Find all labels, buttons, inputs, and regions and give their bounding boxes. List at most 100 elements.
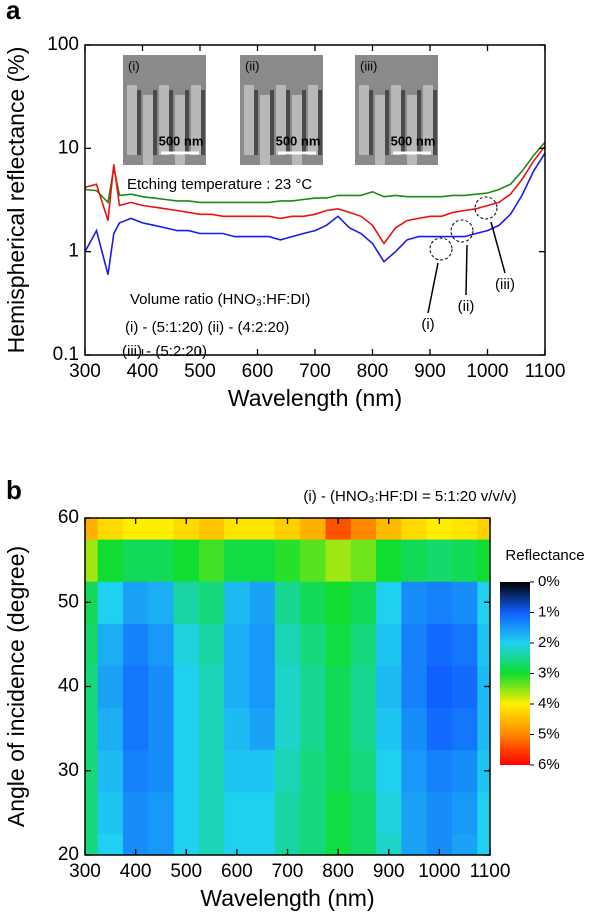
heat-cell (376, 539, 402, 582)
heat-cell (224, 623, 251, 666)
heat-cell (249, 749, 276, 793)
colorbar-label: 3% (538, 664, 560, 681)
inset-label: (ii) (245, 58, 259, 73)
x-tick-label: 300 (69, 361, 101, 382)
heat-cell (249, 833, 276, 855)
heat-cell (376, 665, 402, 709)
highlight-circle (429, 237, 453, 261)
highlight-circle (450, 219, 474, 243)
inset-pillar (359, 85, 369, 155)
x-axis-label: Wavelength (nm) (228, 385, 402, 411)
heat-cell (300, 581, 326, 624)
colorbar-label: 1% (538, 603, 560, 620)
inset-pillar (276, 85, 286, 155)
heat-cell (401, 665, 428, 709)
heat-cell (401, 539, 428, 582)
heat-cell (249, 791, 276, 835)
heat-cell (452, 791, 478, 835)
arrow (490, 221, 506, 274)
heat-cell (350, 623, 377, 666)
colorbar-label: 5% (538, 725, 560, 742)
colorbar-label: 4% (538, 695, 560, 712)
heat-cell (401, 623, 428, 666)
heat-cell (148, 623, 175, 666)
plot-frame (84, 44, 546, 356)
heat-cell (401, 581, 428, 624)
heat-cell (148, 581, 175, 624)
heat-cell (426, 665, 453, 709)
heat-cell (376, 833, 402, 855)
inset-shadow (153, 90, 157, 155)
heat-cell (249, 518, 276, 540)
heat-cell (376, 581, 402, 624)
inset-pillar (175, 95, 185, 165)
heat-cell (274, 539, 301, 582)
inset-pillar (423, 85, 433, 155)
heat-cell (173, 749, 200, 793)
heat-cell (85, 665, 99, 709)
y-axis-label: Angle of incidence (degree) (3, 546, 29, 827)
series-label: (iii) (495, 276, 515, 293)
heat-cell (274, 749, 301, 793)
heat-cell (122, 707, 149, 751)
heat-cell (198, 707, 225, 751)
heat-cell (452, 749, 478, 793)
heat-cell (426, 518, 453, 540)
heat-cell (325, 707, 352, 751)
inset-shadow (302, 90, 306, 155)
heat-cell (97, 833, 124, 855)
heat-cell (274, 707, 301, 751)
colorbar (500, 582, 530, 765)
heat-cell (477, 518, 490, 540)
inset-pillar (143, 95, 153, 165)
x-tick-label: 800 (322, 861, 354, 882)
inset-shadow (286, 90, 290, 155)
x-tick-label: 900 (373, 861, 405, 882)
heat-cell (148, 707, 175, 751)
heat-cell (198, 623, 225, 666)
heat-cell (300, 749, 326, 793)
heat-cell (224, 518, 251, 540)
heat-cell (325, 665, 352, 709)
heat-cell (426, 791, 453, 835)
colorbar-label: 0% (538, 573, 560, 590)
heat-cell (426, 833, 453, 855)
colorbar-label: 2% (538, 634, 560, 651)
inset-pillar (407, 95, 417, 165)
heat-cell (85, 833, 99, 855)
y-tick-label: 50 (58, 591, 79, 612)
y-tick-label: 20 (58, 844, 79, 865)
data-line (85, 152, 545, 275)
heat-cell (426, 707, 453, 751)
heatmap (85, 518, 490, 855)
heat-cell (97, 791, 124, 835)
inset-shadow (401, 90, 405, 155)
heat-cell (173, 518, 200, 540)
heat-cell (122, 518, 149, 540)
annotation: (i) - (5:1:20) (ii) - (4:2:20) (125, 319, 289, 336)
heat-cell (122, 665, 149, 709)
heat-cell (198, 665, 225, 709)
heat-cell (325, 623, 352, 666)
x-tick-label: 700 (299, 361, 331, 382)
y-tick-label: 40 (58, 676, 79, 697)
plot-lines (85, 141, 545, 275)
inset-shadow (369, 90, 373, 155)
heat-cell (376, 791, 402, 835)
inset-label: (i) (128, 58, 140, 73)
heat-cell (85, 791, 99, 835)
heat-cell (148, 833, 175, 855)
heat-cell (224, 665, 251, 709)
heat-cell (452, 707, 478, 751)
inset-shadow (137, 90, 141, 155)
x-tick-label: 600 (221, 861, 253, 882)
heat-cell (122, 833, 149, 855)
heat-cell (173, 833, 200, 855)
heat-cell (122, 623, 149, 666)
heat-cell (224, 833, 251, 855)
heat-cell (300, 665, 326, 709)
y-tick-label: 0.1 (53, 344, 79, 365)
heat-cell (350, 749, 377, 793)
x-tick-label: 500 (170, 861, 202, 882)
